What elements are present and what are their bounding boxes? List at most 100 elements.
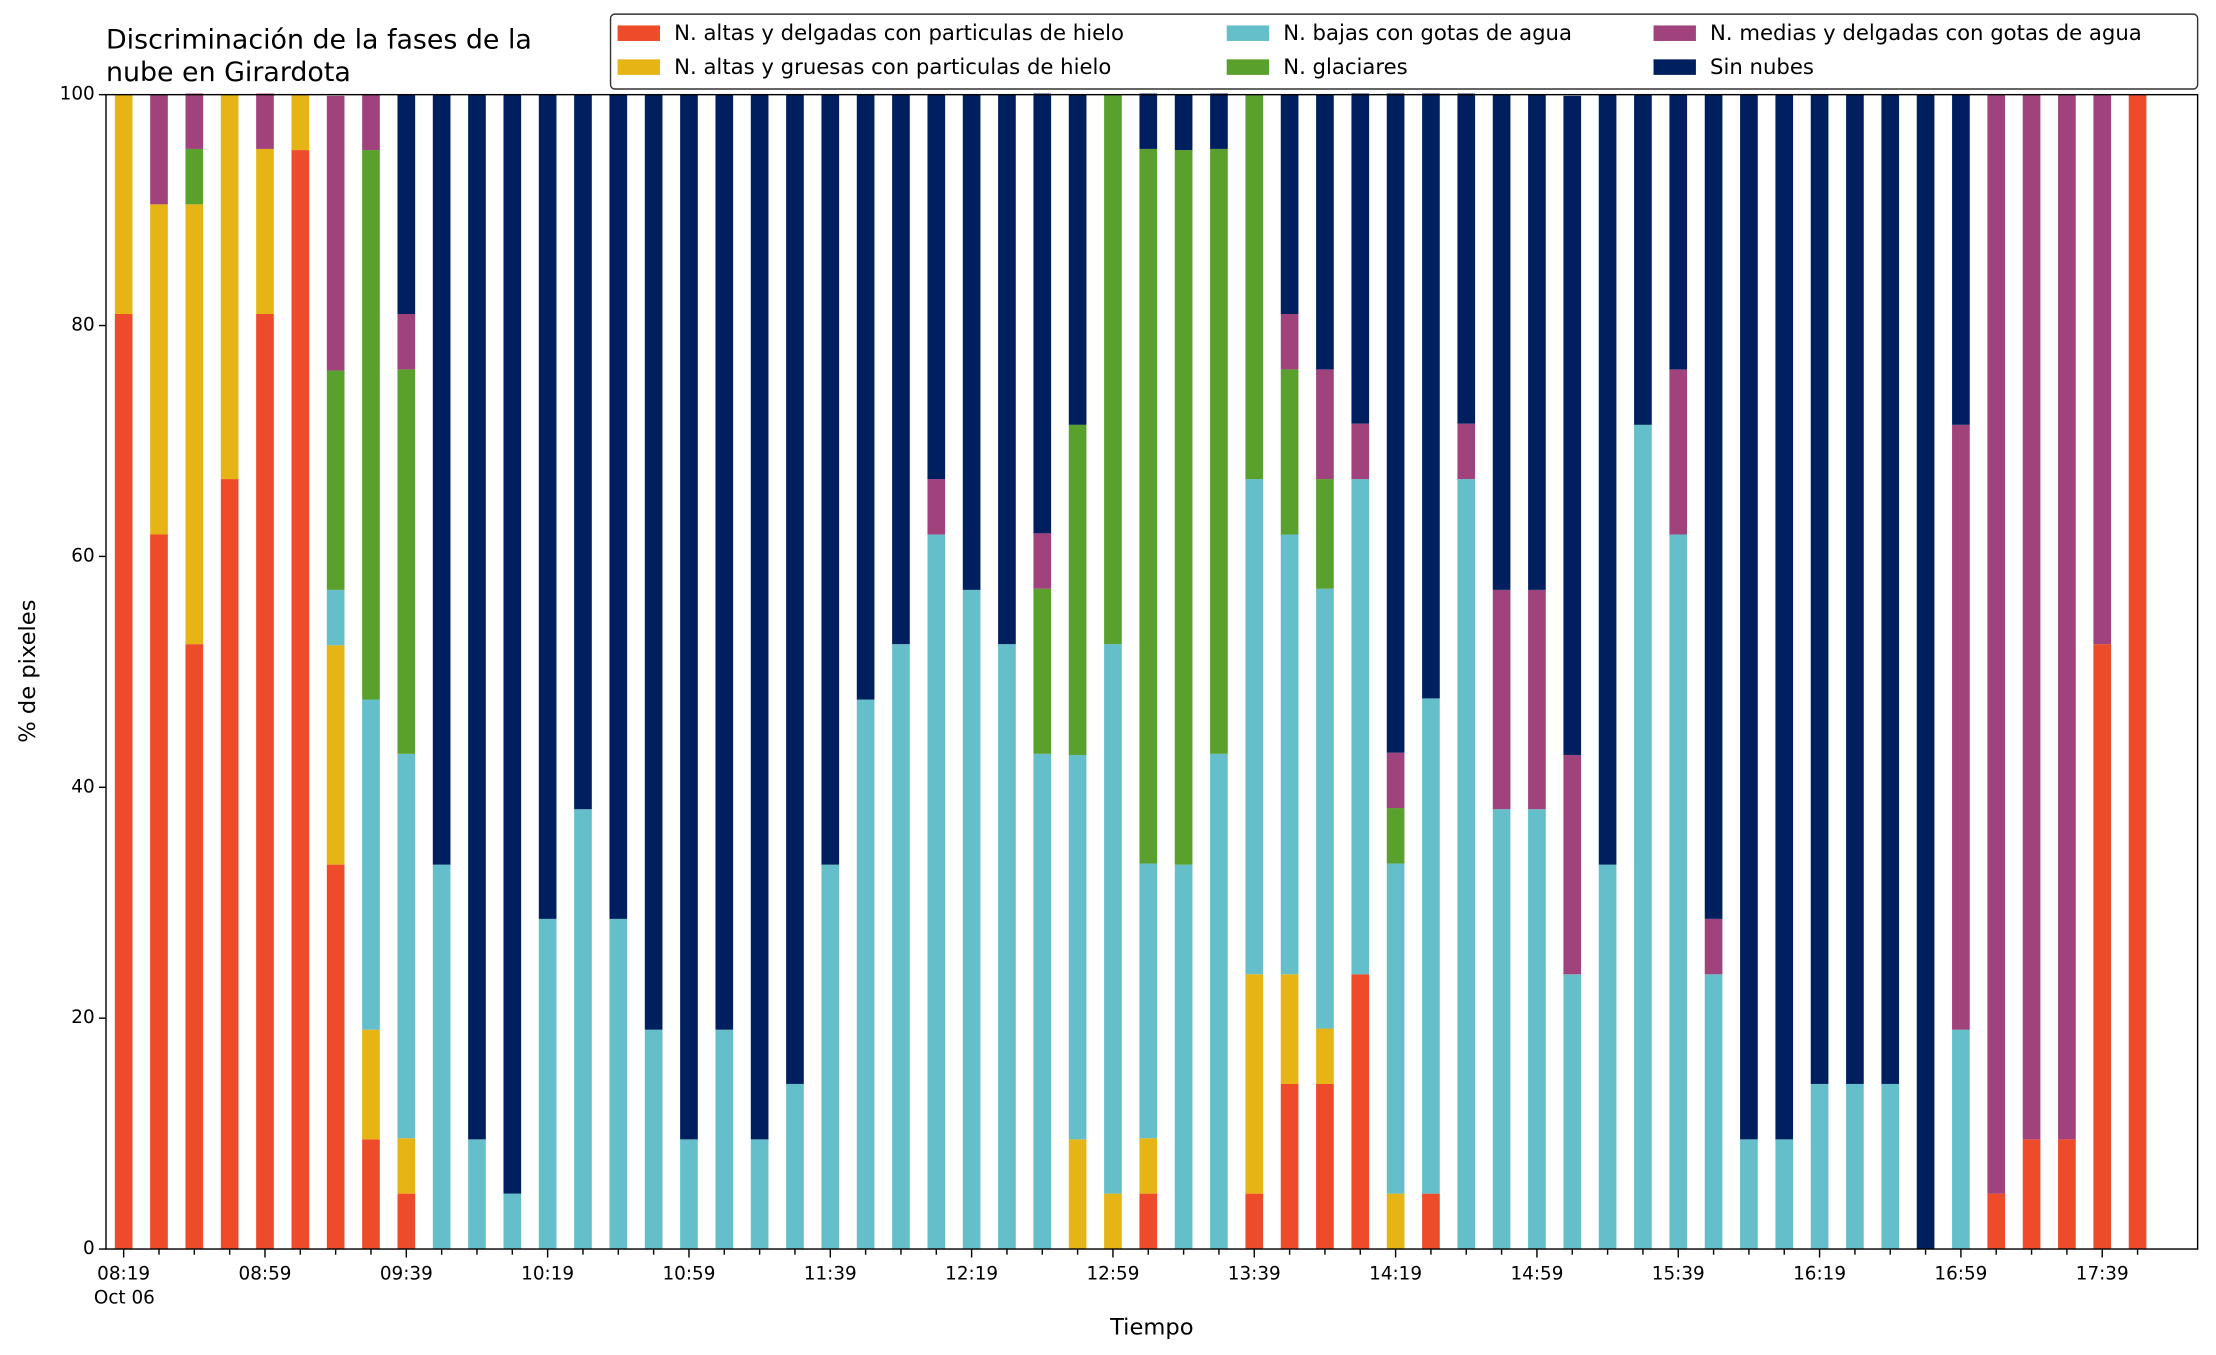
bar-segment <box>1704 974 1723 1250</box>
bar-segment <box>503 1193 522 1250</box>
legend-label: N. medias y delgadas con gotas de agua <box>1710 20 2142 45</box>
bar-segment <box>185 148 204 205</box>
x-tick-label: 16:59 <box>1934 1263 1987 1284</box>
bar-segment <box>1033 93 1052 534</box>
bar-segment <box>1457 423 1476 480</box>
bar-segment <box>1139 93 1158 149</box>
bar-segment <box>362 150 380 700</box>
bar-segment <box>1669 534 1688 1250</box>
x-tick-label: 12:19 <box>945 1263 998 1284</box>
bar-segment <box>1563 95 1582 755</box>
bar-segment <box>1775 94 1794 1140</box>
bar-segment <box>1351 479 1370 975</box>
bar-segment <box>1952 94 1970 425</box>
bar-segment <box>362 1029 380 1140</box>
bar-segment <box>256 148 274 314</box>
bar-segment <box>1351 423 1370 480</box>
bar-segment <box>1139 1193 1158 1250</box>
legend-swatch <box>617 25 660 41</box>
bar-segment <box>644 94 663 1030</box>
bar-segment <box>1316 1083 1334 1250</box>
bar-segment <box>1068 1139 1087 1250</box>
y-tick-label: 80 <box>71 315 94 336</box>
bar-segment <box>397 313 416 370</box>
bar-segment <box>821 94 840 865</box>
bar-segment <box>1669 94 1688 370</box>
bar-segment <box>609 918 628 1250</box>
bar-segment <box>1846 1083 1864 1250</box>
bar-segment <box>1386 808 1405 864</box>
bar-segment <box>786 94 804 1084</box>
bar-segment <box>1634 424 1652 1250</box>
bar-segment <box>1457 93 1476 424</box>
bar-segment <box>1492 94 1511 590</box>
bar-segment <box>538 94 557 919</box>
legend-label: N. altas y delgadas con particulas de hi… <box>674 20 1124 45</box>
bar-segment <box>1952 1029 1970 1250</box>
x-tick-label: 10:19 <box>521 1263 574 1284</box>
bar-segment <box>1033 753 1052 1250</box>
bar-segment <box>1316 94 1334 370</box>
bar-segment <box>185 93 204 149</box>
bar-segment <box>644 1029 663 1250</box>
bar-segment <box>998 94 1016 645</box>
bar-segment <box>432 94 451 865</box>
bar-segment <box>1987 1193 2006 1250</box>
bar-segment <box>362 699 380 1030</box>
chart-title: nube en Girardota <box>106 57 351 88</box>
legend-label: N. altas y gruesas con particulas de hie… <box>674 54 1111 79</box>
legend-swatch <box>1653 25 1696 41</box>
bar-segment <box>114 313 133 1250</box>
bar-segment <box>1280 369 1299 535</box>
bar-segment <box>1245 974 1264 1194</box>
bar-segment <box>114 94 133 314</box>
bar-segment <box>680 1139 698 1250</box>
bar-segment <box>220 479 239 1250</box>
chart-title: Discriminación de la fases de la <box>106 24 532 55</box>
bar-segment <box>1245 479 1264 975</box>
bar-segment <box>1174 864 1193 1250</box>
bar-segment <box>150 534 168 1250</box>
bar-segment <box>962 94 981 590</box>
bar-segment <box>1669 369 1688 535</box>
bar-segment <box>1810 1083 1829 1250</box>
bar-segment <box>927 479 946 535</box>
bar-segment <box>1245 94 1264 480</box>
legend-swatch <box>1653 59 1696 75</box>
plot-frame <box>105 93 2199 1250</box>
bar-segment <box>2128 94 2147 1250</box>
bar-segment <box>1528 809 1546 1250</box>
bar-segment <box>962 589 981 1250</box>
x-tick-label: 15:39 <box>1652 1263 1705 1284</box>
bar-segment <box>1245 1193 1264 1250</box>
bar-segment <box>2058 94 2076 1140</box>
y-tick-label: 0 <box>83 1238 95 1259</box>
bar-segment <box>856 94 875 700</box>
y-tick-label: 20 <box>71 1007 94 1028</box>
bar-segment <box>927 534 946 1250</box>
bar-segment <box>1104 94 1122 645</box>
bar-segment <box>326 95 345 371</box>
x-tick-label: 08:59 <box>239 1263 292 1284</box>
x-tick-label: 14:59 <box>1510 1263 1563 1284</box>
x-tick-label: 09:39 <box>380 1263 433 1284</box>
bar-segment <box>1386 93 1405 753</box>
bar-segment <box>220 94 239 480</box>
y-tick-label: 40 <box>71 776 94 797</box>
legend-swatch <box>1226 25 1270 41</box>
bar-segment <box>468 1139 486 1250</box>
bar-segment <box>1316 588 1334 1029</box>
bar-segment <box>1386 752 1405 809</box>
bar-segment <box>574 809 592 1250</box>
x-date-label: Oct 06 <box>94 1287 155 1308</box>
bar-segment <box>1210 148 1228 754</box>
bar-segment <box>397 753 416 1139</box>
bar-segment <box>1280 1083 1299 1250</box>
bar-segment <box>1174 150 1193 865</box>
bar-segment <box>786 1083 804 1250</box>
x-tick-label: 10:59 <box>663 1263 716 1284</box>
bar-segment <box>432 864 451 1250</box>
x-tick-label: 13:39 <box>1228 1263 1281 1284</box>
bar-segment <box>397 369 416 754</box>
